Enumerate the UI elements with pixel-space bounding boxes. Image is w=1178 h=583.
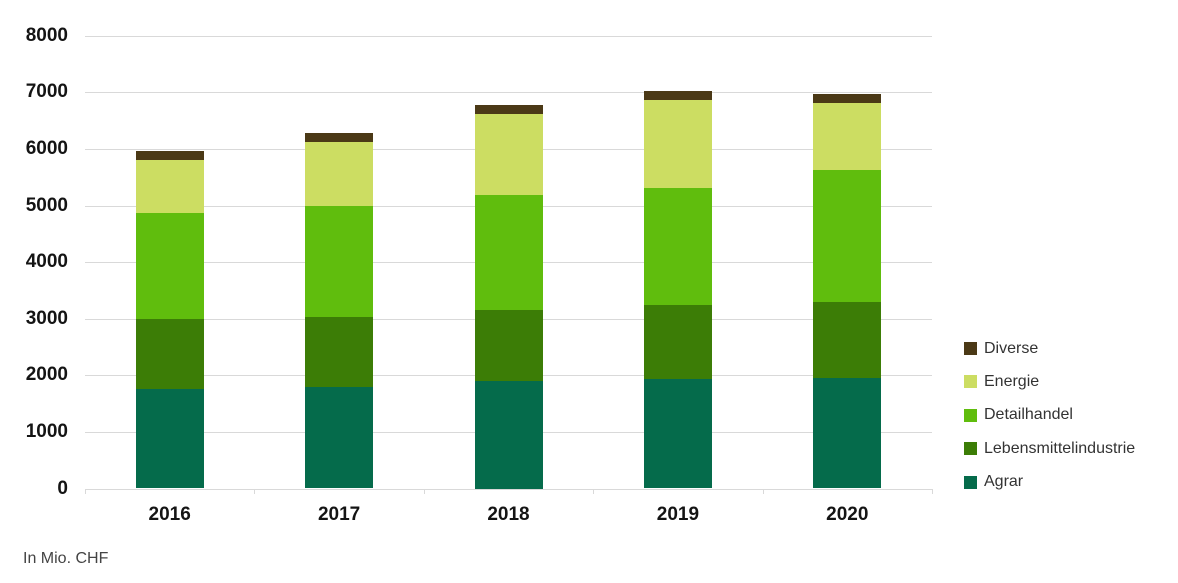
legend-label: Diverse [984, 339, 1039, 357]
y-axis-tick-label: 1000 [25, 420, 68, 442]
x-axis-tick [254, 488, 256, 494]
bar-segment-2016-energie [135, 159, 204, 213]
bar-segment-2020-detailhandel [813, 170, 882, 303]
x-axis-tick [85, 488, 86, 494]
bar-segment-2017-energie [305, 141, 374, 206]
bar-segment-2019-diverse [643, 91, 712, 101]
unit-note: In Mio. CHF [23, 550, 109, 567]
legend-item-agrar: Agrar [964, 472, 1023, 492]
legend-label: Agrar [984, 473, 1024, 491]
y-axis-tick-label: 5000 [25, 194, 68, 216]
legend-swatch-detailhandel [964, 408, 977, 422]
x-axis-tick [762, 488, 764, 494]
bar-segment-2019-lebensmittelindustrie [643, 304, 712, 379]
bar-segment-2019-detailhandel [643, 188, 712, 305]
x-axis-label-2019: 2019 [656, 504, 700, 525]
bar-segment-2016-detailhandel [135, 212, 204, 319]
bar-segment-2020-lebensmittelindustrie [813, 302, 882, 378]
x-axis-label-2016: 2016 [148, 504, 191, 525]
x-axis-label-2017: 2017 [317, 504, 361, 525]
gridline [85, 92, 932, 94]
x-axis-label-2020: 2020 [826, 504, 869, 525]
x-axis-label-2018: 2018 [487, 504, 530, 525]
bar-segment-2017-diverse [305, 132, 374, 142]
y-axis-tick-label: 6000 [25, 137, 68, 159]
bar-segment-2018-diverse [474, 105, 543, 114]
bar-segment-2016-lebensmittelindustrie [135, 318, 204, 390]
legend-swatch-agrar [964, 475, 977, 489]
bar-segment-2017-detailhandel [305, 206, 374, 317]
bar-segment-2020-energie [813, 103, 882, 171]
legend-swatch-diverse [964, 342, 977, 355]
legend-label: Lebensmittelindustrie [984, 439, 1136, 457]
legend-item-energie: Energie [964, 372, 1039, 392]
bar-segment-2019-agrar [643, 378, 712, 489]
legend-item-diverse: Diverse [964, 339, 1038, 359]
legend-item-detailhandel: Detailhandel [964, 405, 1073, 425]
x-axis-tick [593, 488, 595, 494]
bar-segment-2018-detailhandel [474, 195, 543, 310]
legend-swatch-energie [964, 375, 977, 389]
y-axis-tick-label: 7000 [25, 81, 68, 103]
x-axis-tick [423, 488, 425, 494]
legend-item-lebensmittelindustrie: Lebensmittelindustrie [964, 439, 1135, 459]
y-axis-tick-label: 2000 [25, 364, 68, 386]
bar-segment-2019-energie [643, 100, 712, 188]
bar-segment-2017-lebensmittelindustrie [305, 317, 374, 388]
bar-segment-2018-agrar [474, 381, 543, 489]
bar-segment-2018-energie [474, 113, 543, 196]
y-axis-tick-label: 4000 [25, 251, 68, 273]
y-axis-tick-label: 3000 [25, 307, 68, 329]
bar-segment-2017-agrar [305, 387, 374, 489]
legend-label: Detailhandel [984, 406, 1073, 424]
legend-label: Energie [984, 372, 1040, 390]
y-axis-tick-label: 8000 [25, 24, 68, 46]
bar-segment-2018-lebensmittelindustrie [474, 309, 543, 381]
legend-swatch-lebensmittelindustrie [964, 442, 977, 456]
bar-segment-2020-agrar [813, 377, 882, 489]
gridline [85, 35, 932, 37]
bar-segment-2016-diverse [135, 150, 204, 160]
bar-segment-2020-diverse [813, 94, 882, 104]
bar-segment-2016-agrar [135, 389, 204, 489]
x-axis-baseline [85, 488, 932, 490]
y-axis-tick-label: 0 [57, 477, 68, 499]
x-axis-tick [932, 488, 933, 494]
